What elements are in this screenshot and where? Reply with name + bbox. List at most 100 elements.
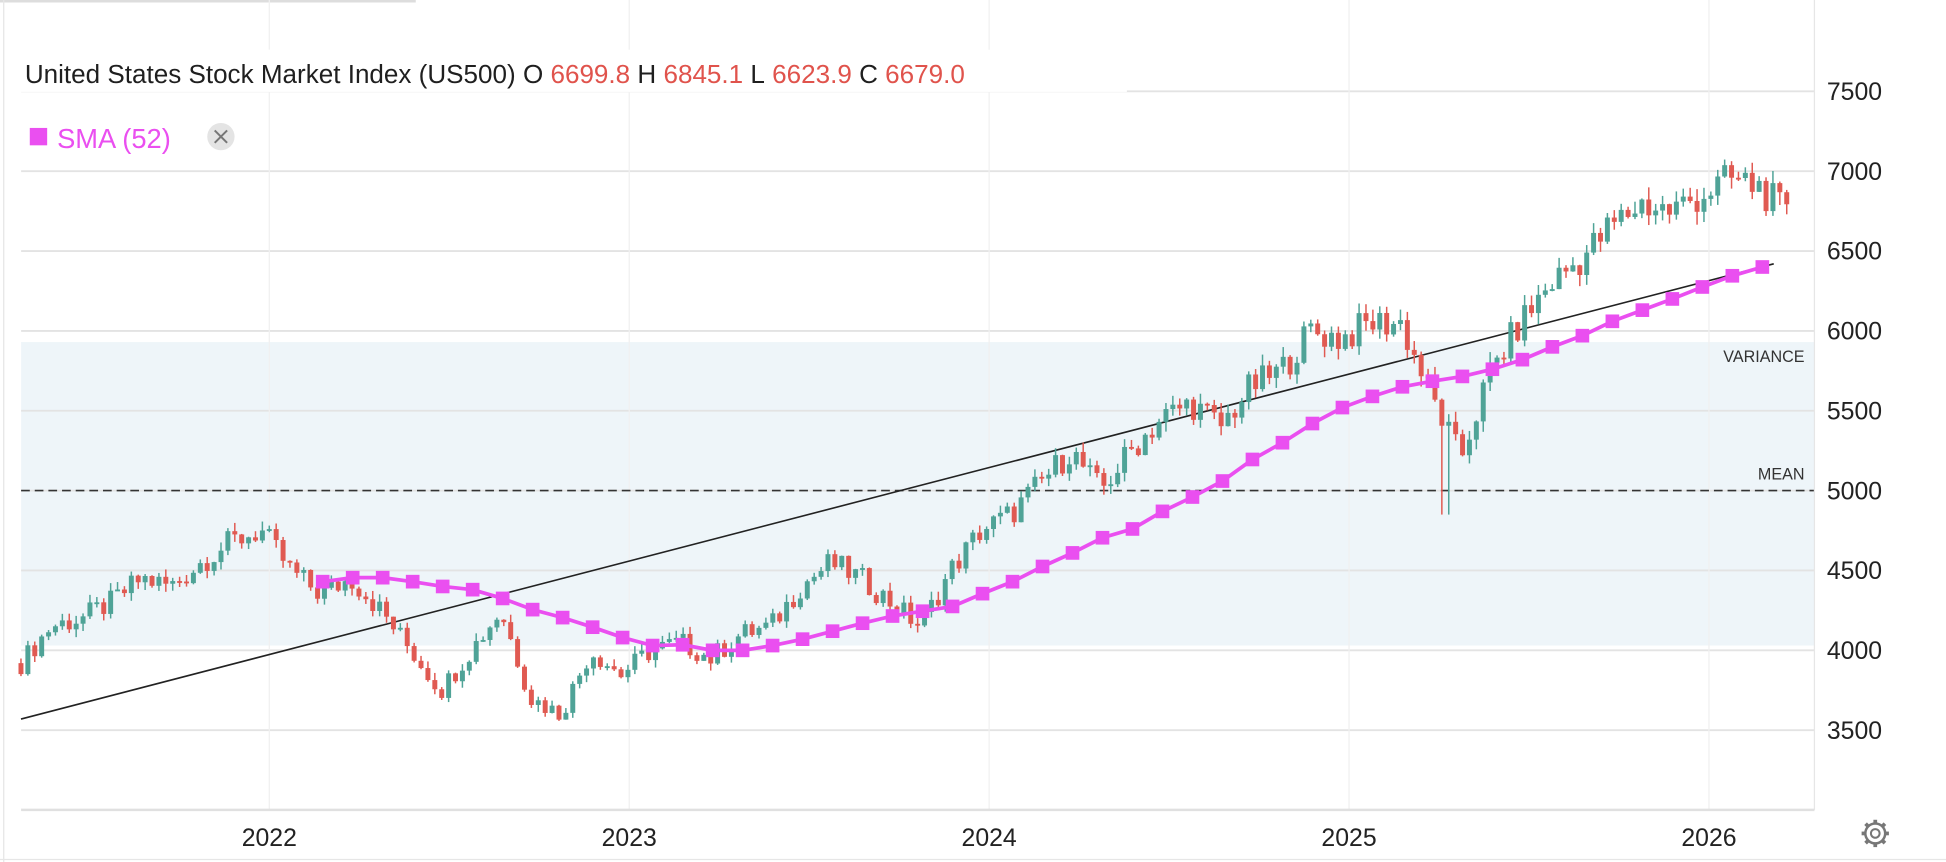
candle-body bbox=[1735, 177, 1741, 180]
candle-body bbox=[1611, 217, 1617, 222]
sma-legend[interactable]: SMA (52) bbox=[29, 122, 235, 154]
sma-point bbox=[1245, 452, 1260, 467]
candle-body bbox=[556, 705, 562, 720]
candle-body bbox=[115, 589, 121, 592]
candle-body bbox=[832, 554, 838, 568]
candle-body bbox=[480, 639, 486, 642]
y-tick-label: 7000 bbox=[1827, 159, 1882, 186]
candle-body bbox=[170, 581, 176, 584]
candle-body bbox=[459, 670, 465, 682]
candle-body bbox=[1784, 192, 1790, 205]
candle-body bbox=[66, 620, 72, 630]
sma-point bbox=[435, 579, 450, 594]
candle-body bbox=[466, 661, 472, 671]
y-tick-label: 5000 bbox=[1827, 478, 1882, 505]
candle-body bbox=[453, 673, 458, 682]
sma-point bbox=[1485, 362, 1500, 377]
candle-body bbox=[522, 666, 527, 690]
sma-point bbox=[945, 599, 960, 614]
candle-body bbox=[1080, 451, 1086, 467]
candle-body bbox=[1742, 172, 1748, 178]
candle-body bbox=[1377, 312, 1383, 330]
candle-body bbox=[666, 639, 672, 642]
sma-point bbox=[555, 610, 570, 625]
candle-body bbox=[928, 599, 934, 612]
mean-label: MEAN bbox=[1758, 465, 1805, 483]
candle-body bbox=[1501, 357, 1507, 360]
candle-body bbox=[839, 555, 845, 568]
candle-body bbox=[1480, 382, 1486, 422]
candle-body bbox=[1770, 183, 1776, 212]
candle-body bbox=[1687, 196, 1693, 201]
candle-body bbox=[1763, 180, 1769, 212]
candle-body bbox=[473, 641, 479, 662]
candle-body bbox=[1246, 374, 1252, 403]
sma-point bbox=[585, 620, 600, 635]
sma-point bbox=[615, 630, 630, 645]
candle-body bbox=[708, 654, 714, 664]
y-tick-label: 4000 bbox=[1827, 638, 1882, 665]
candle-body bbox=[1128, 446, 1134, 449]
candle-body bbox=[653, 648, 659, 661]
candle-body bbox=[1646, 199, 1652, 216]
candle-body bbox=[411, 646, 417, 661]
sma-point bbox=[825, 624, 840, 639]
gear-icon[interactable] bbox=[1861, 819, 1889, 848]
candle-body bbox=[425, 668, 431, 681]
candle-body bbox=[922, 611, 928, 626]
x-tick-label: 2022 bbox=[242, 825, 297, 852]
candle-body bbox=[190, 572, 196, 584]
candle-body bbox=[246, 537, 252, 544]
candle-body bbox=[32, 645, 38, 657]
sma-point bbox=[1335, 400, 1350, 415]
candle-body bbox=[1411, 349, 1417, 355]
sma-point bbox=[915, 604, 930, 619]
candle-body bbox=[1591, 232, 1597, 253]
open-value: 6699.8 bbox=[550, 59, 630, 89]
candle-body bbox=[577, 675, 583, 684]
candle-body bbox=[797, 598, 803, 608]
candle-body bbox=[1025, 486, 1031, 498]
candle-body bbox=[184, 581, 189, 584]
candle-body bbox=[1280, 356, 1286, 367]
candle-body bbox=[73, 623, 79, 630]
close-icon[interactable] bbox=[207, 122, 235, 151]
candle-body bbox=[1384, 312, 1390, 335]
y-tick-label: 4500 bbox=[1827, 558, 1882, 585]
sma-point bbox=[375, 570, 390, 585]
candle-body bbox=[818, 571, 824, 577]
candle-body bbox=[1294, 362, 1300, 375]
high-value: 6845.1 bbox=[663, 59, 743, 89]
candle-body bbox=[1584, 252, 1590, 276]
candle-body bbox=[1342, 334, 1348, 349]
candle-body bbox=[1053, 455, 1059, 475]
candle-body bbox=[611, 666, 617, 670]
candle-body bbox=[887, 590, 893, 607]
candle-body bbox=[59, 620, 65, 627]
candle-body bbox=[742, 624, 748, 637]
candle-body bbox=[701, 654, 707, 661]
variance-band bbox=[21, 342, 1815, 646]
candle-body bbox=[873, 595, 879, 604]
x-tick-label: 2023 bbox=[602, 825, 657, 852]
candle-body bbox=[846, 555, 852, 578]
candle-body bbox=[1563, 267, 1569, 272]
candle-body bbox=[384, 601, 390, 617]
candle-body bbox=[535, 700, 541, 705]
candle-body bbox=[1211, 405, 1217, 413]
candle-body bbox=[204, 563, 210, 571]
sma-point bbox=[1575, 328, 1590, 343]
sma-legend-label: SMA (52) bbox=[57, 123, 171, 154]
sma-point bbox=[795, 632, 810, 647]
high-label: H bbox=[637, 59, 656, 89]
sma-point bbox=[1635, 303, 1650, 317]
instrument-title: United States Stock Market Index (US500) bbox=[25, 59, 516, 89]
candle-body bbox=[1170, 404, 1176, 410]
close-label: C bbox=[859, 59, 878, 89]
candle-body bbox=[735, 636, 741, 650]
trend-line bbox=[20, 263, 1774, 720]
candle-body bbox=[349, 581, 355, 589]
sma-point bbox=[855, 616, 870, 631]
candle-body bbox=[1453, 421, 1459, 435]
